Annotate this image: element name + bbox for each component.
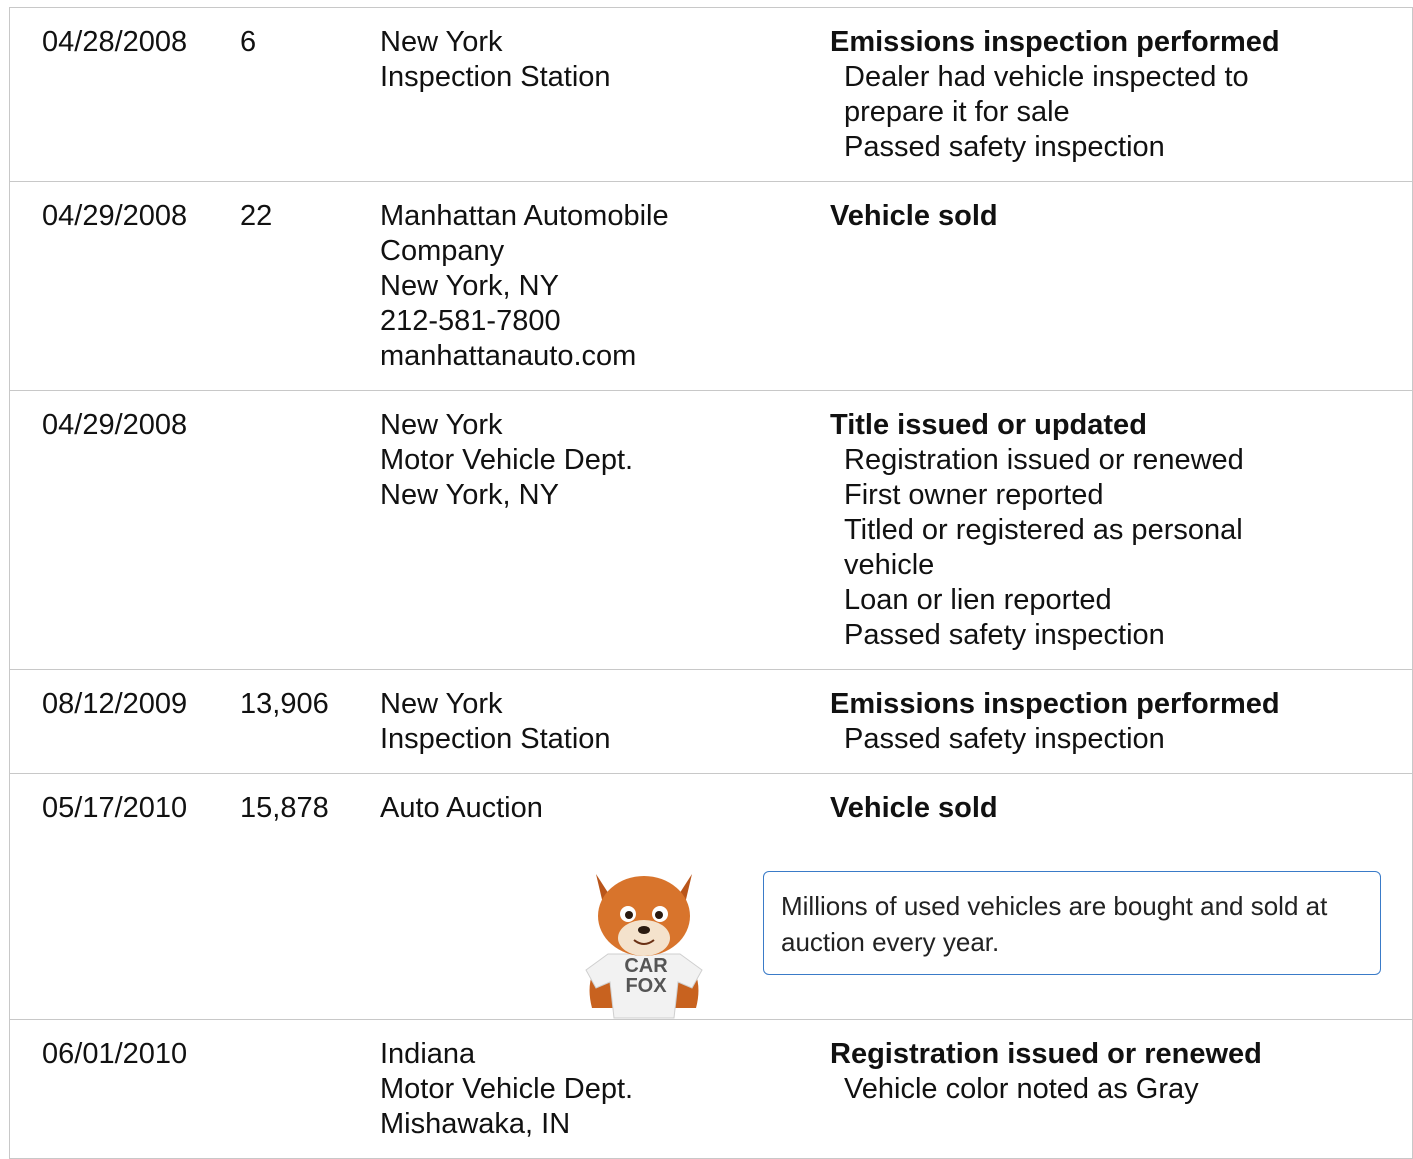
- event-title: Title issued or updated: [830, 408, 1244, 443]
- date: 04/29/2008: [42, 199, 187, 234]
- date: 04/28/2008: [42, 25, 187, 60]
- shirt-text: CAR: [624, 955, 668, 977]
- event-detail: Passed safety inspection: [830, 722, 1280, 757]
- source-line: Motor Vehicle Dept.: [380, 443, 633, 478]
- page: 04/28/20086New YorkInspection StationEmi…: [0, 0, 1413, 1154]
- event-title: Emissions inspection performed: [830, 687, 1280, 722]
- event: Vehicle sold: [830, 791, 998, 826]
- event-detail: Titled or registered as personal: [830, 513, 1244, 548]
- mileage: 22: [240, 199, 272, 234]
- source-line: New York: [380, 408, 633, 443]
- mileage: 15,878: [240, 791, 329, 826]
- event-title: Vehicle sold: [830, 199, 998, 234]
- source-line: Inspection Station: [380, 722, 611, 757]
- event-detail: Passed safety inspection: [830, 130, 1280, 165]
- source: Auto Auction: [380, 791, 543, 826]
- source-line: Inspection Station: [380, 60, 611, 95]
- event-detail: First owner reported: [830, 478, 1244, 513]
- callout: Millions of used vehicles are bought and…: [763, 871, 1381, 975]
- date: 05/17/2010: [42, 791, 187, 826]
- source-line: Manhattan Automobile: [380, 199, 669, 234]
- event-detail: vehicle: [830, 548, 1244, 583]
- source-line: New York: [380, 687, 611, 722]
- event: Vehicle sold: [830, 199, 998, 234]
- source-line: Indiana: [380, 1037, 633, 1072]
- event-title: Vehicle sold: [830, 791, 998, 826]
- event-detail: Dealer had vehicle inspected to: [830, 60, 1280, 95]
- shirt-text: FOX: [625, 975, 667, 997]
- event-title: Emissions inspection performed: [830, 25, 1280, 60]
- source-line: Company: [380, 234, 669, 269]
- source-line: Mishawaka, IN: [380, 1107, 633, 1142]
- mileage: 6: [240, 25, 256, 60]
- event-detail: Registration issued or renewed: [830, 443, 1244, 478]
- date: 06/01/2010: [42, 1037, 187, 1072]
- source-line: Motor Vehicle Dept.: [380, 1072, 633, 1107]
- source-line: New York, NY: [380, 478, 633, 513]
- event-title: Registration issued or renewed: [830, 1037, 1262, 1072]
- fox-illustration: CAR FOX: [574, 858, 714, 1020]
- source-line: New York: [380, 25, 611, 60]
- history-row: 05/17/2010 15,878 Auto Auction Vehicle sold…: [10, 774, 1412, 1020]
- event-detail: Loan or lien reported: [830, 583, 1244, 618]
- event-detail: Passed safety inspection: [830, 618, 1244, 653]
- date: 08/12/2009: [42, 687, 187, 722]
- source-line: Auto Auction: [380, 791, 543, 826]
- event-detail: prepare it for sale: [830, 95, 1280, 130]
- source-line: 212-581-7800: [380, 304, 669, 339]
- source-line: New York, NY: [380, 269, 669, 304]
- mileage: 13,906: [240, 687, 329, 722]
- source-line: manhattanauto.com: [380, 339, 669, 374]
- date: 04/29/2008: [42, 408, 187, 443]
- carfox-mascot: CAR FOX: [574, 858, 714, 1029]
- event-detail: Vehicle color noted as Gray: [830, 1072, 1262, 1107]
